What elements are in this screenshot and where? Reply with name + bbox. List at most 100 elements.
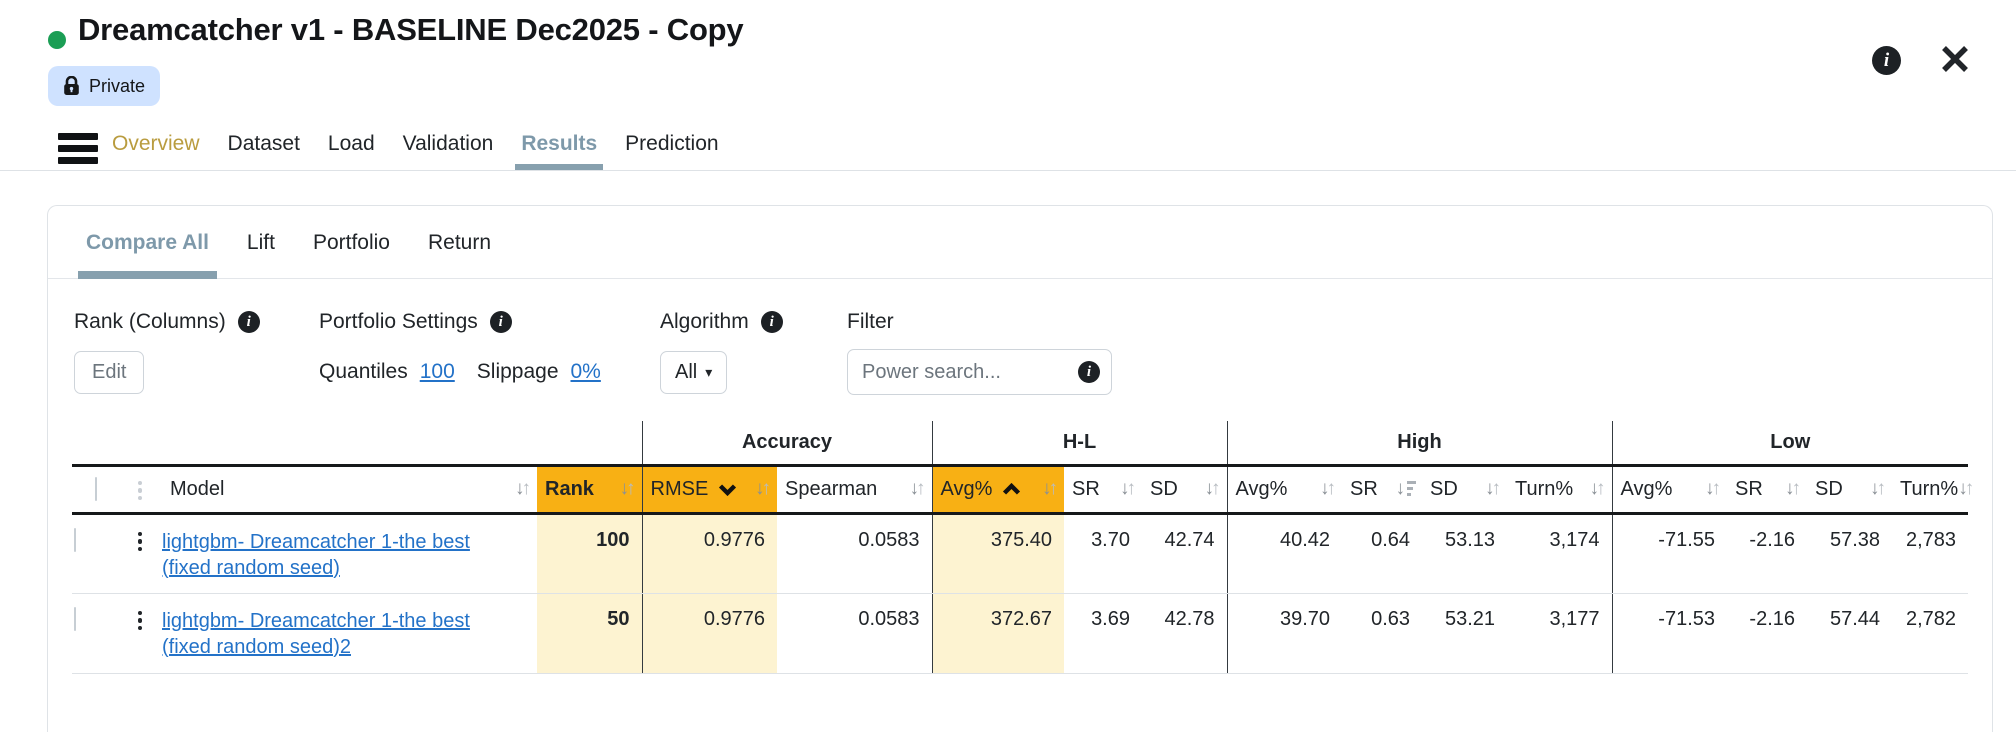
close-icon[interactable]	[1938, 42, 1972, 76]
cell-rank: 50	[537, 593, 642, 674]
algorithm-label: Algorithm	[660, 310, 749, 333]
col-header-high-sr[interactable]: SR	[1350, 477, 1378, 500]
col-header-hl-sr[interactable]: SR	[1072, 477, 1100, 500]
privacy-label: Private	[89, 75, 146, 96]
tab-lift[interactable]: Lift	[246, 231, 275, 254]
col-header-low-sd[interactable]: SD	[1815, 477, 1843, 500]
cell-high-turn: 3,177	[1507, 593, 1613, 674]
col-header-high-turn[interactable]: Turn%	[1515, 477, 1574, 500]
sort-icon[interactable]: ↓↑	[755, 478, 771, 499]
sort-icon[interactable]: ↓↑	[909, 478, 926, 499]
table-row: lightgbm- Dreamcatcher 1-the best (fixed…	[72, 513, 1969, 594]
menu-hamburger-icon[interactable]	[58, 133, 98, 164]
cell-rmse: 0.9776	[641, 513, 777, 594]
col-header-high-avg[interactable]: Avg%	[1235, 477, 1288, 500]
row-checkbox[interactable]	[74, 527, 76, 552]
quantiles-label: Quantiles	[319, 360, 408, 383]
info-icon[interactable]: i	[489, 311, 512, 333]
kebab-icon[interactable]	[118, 478, 162, 501]
sort-icon[interactable]: ↓↑	[1485, 478, 1501, 499]
col-header-rmse[interactable]: RMSE	[651, 478, 738, 501]
nav-item-dataset[interactable]: Dataset	[227, 132, 300, 155]
info-icon[interactable]: i	[1872, 46, 1901, 75]
sort-icon[interactable]: ↓↑	[1320, 478, 1336, 499]
cell-low-avg: -71.53	[1611, 593, 1728, 674]
tab-compare-all[interactable]: Compare All	[78, 231, 217, 279]
quantiles-value-link[interactable]: 100	[419, 360, 455, 383]
cell-rmse: 0.9776	[641, 593, 777, 674]
sort-icon[interactable]: ↓↑	[1120, 478, 1136, 499]
cell-low-sr: -2.16	[1727, 513, 1808, 594]
cell-spearman: 0.0583	[777, 513, 932, 594]
col-header-low-sr[interactable]: SR	[1735, 477, 1763, 500]
kebab-icon[interactable]	[118, 608, 162, 630]
model-link[interactable]: lightgbm- Dreamcatcher 1-the best (fixed…	[162, 609, 470, 658]
cell-hl-sr: 3.70	[1064, 513, 1142, 594]
nav-item-overview[interactable]: Overview	[112, 132, 200, 155]
col-header-hl-avg[interactable]: Avg%	[941, 478, 1022, 501]
group-header-low: Low	[1611, 421, 1969, 467]
cell-high-sd: 53.21	[1422, 593, 1508, 674]
model-link[interactable]: lightgbm- Dreamcatcher 1-the best (fixed…	[162, 530, 470, 579]
sort-icon[interactable]: ↓↑	[1204, 478, 1221, 499]
algorithm-selected-value: All	[675, 360, 698, 383]
results-card: Compare All Lift Portfolio Return Rank (…	[47, 205, 1993, 732]
privacy-badge: Private	[48, 66, 161, 106]
sort-icon[interactable]: ↓↑	[1958, 478, 1974, 499]
cell-high-avg: 39.70	[1226, 593, 1343, 674]
sort-icon[interactable]: ↓↑	[1870, 478, 1886, 499]
nav-item-validation[interactable]: Validation	[402, 132, 494, 155]
algorithm-dropdown[interactable]: All ▾	[660, 350, 728, 394]
info-icon[interactable]: i	[760, 311, 783, 333]
tab-portfolio[interactable]: Portfolio	[312, 231, 390, 254]
sort-icon[interactable]: ↓↑	[1705, 478, 1721, 499]
select-all-checkbox[interactable]	[95, 476, 97, 501]
sort-amount-icon[interactable]: ↓	[1396, 478, 1417, 500]
col-header-low-avg[interactable]: Avg%	[1620, 477, 1673, 500]
portfolio-settings-group: Portfolio Settings i Quantiles 100 Slipp…	[319, 309, 660, 395]
caret-down-icon: ▾	[705, 363, 713, 380]
sort-icon[interactable]: ↓↑	[1042, 478, 1058, 499]
nav-item-prediction[interactable]: Prediction	[625, 132, 719, 155]
cell-hl-avg: 375.40	[931, 513, 1064, 594]
table-controls: Rank (Columns) i Edit Portfolio Settings…	[74, 309, 1992, 395]
cell-low-turn: 2,783	[1892, 513, 1969, 594]
status-dot-icon	[48, 31, 66, 49]
col-header-spearman[interactable]: Spearman	[785, 477, 878, 500]
col-header-hl-sd[interactable]: SD	[1150, 477, 1178, 500]
sort-icon[interactable]: ↓↑	[619, 478, 636, 499]
sort-icon[interactable]: ↓↑	[1589, 478, 1606, 499]
compare-models-table: Accuracy H-L High Low Model ↓↑ Rank ↓↑ R…	[72, 421, 1974, 674]
power-search-input[interactable]	[847, 349, 1112, 395]
portfolio-settings-label: Portfolio Settings	[319, 310, 478, 333]
col-header-rank[interactable]: Rank	[545, 477, 594, 500]
slippage-label: Slippage	[476, 360, 559, 383]
info-icon[interactable]: i	[1078, 361, 1100, 383]
cell-low-avg: -71.55	[1611, 513, 1728, 594]
cell-hl-sd: 42.78	[1142, 593, 1228, 674]
col-header-low-turn[interactable]: Turn%	[1900, 477, 1959, 500]
slippage-value-link[interactable]: 0%	[570, 360, 601, 383]
results-subtabs: Compare All Lift Portfolio Return	[48, 206, 1992, 279]
tab-return[interactable]: Return	[427, 231, 492, 254]
main-nav: Overview Dataset Load Validation Results…	[112, 132, 719, 171]
nav-item-results[interactable]: Results	[515, 132, 604, 171]
row-checkbox[interactable]	[74, 606, 76, 631]
col-header-model[interactable]: Model	[170, 477, 225, 500]
group-header-high: High	[1226, 421, 1613, 467]
nav-item-load[interactable]: Load	[327, 132, 375, 155]
cell-hl-sd: 42.74	[1142, 513, 1228, 594]
info-icon[interactable]: i	[237, 311, 260, 333]
cell-high-sr: 0.64	[1342, 513, 1423, 594]
edit-rank-columns-button[interactable]: Edit	[74, 350, 145, 394]
kebab-icon[interactable]	[118, 529, 162, 551]
sort-icon[interactable]: ↓↑	[1785, 478, 1801, 499]
column-header-row: Model ↓↑ Rank ↓↑ RMSE ↓↑ Spearman ↓↑ Avg…	[72, 465, 1974, 515]
cell-high-turn: 3,174	[1507, 513, 1613, 594]
col-header-high-sd[interactable]: SD	[1430, 477, 1458, 500]
cell-hl-sr: 3.69	[1064, 593, 1142, 674]
cell-low-sd: 57.44	[1807, 593, 1893, 674]
chevron-up-icon	[1003, 482, 1021, 495]
sort-icon[interactable]: ↓↑	[515, 478, 531, 499]
